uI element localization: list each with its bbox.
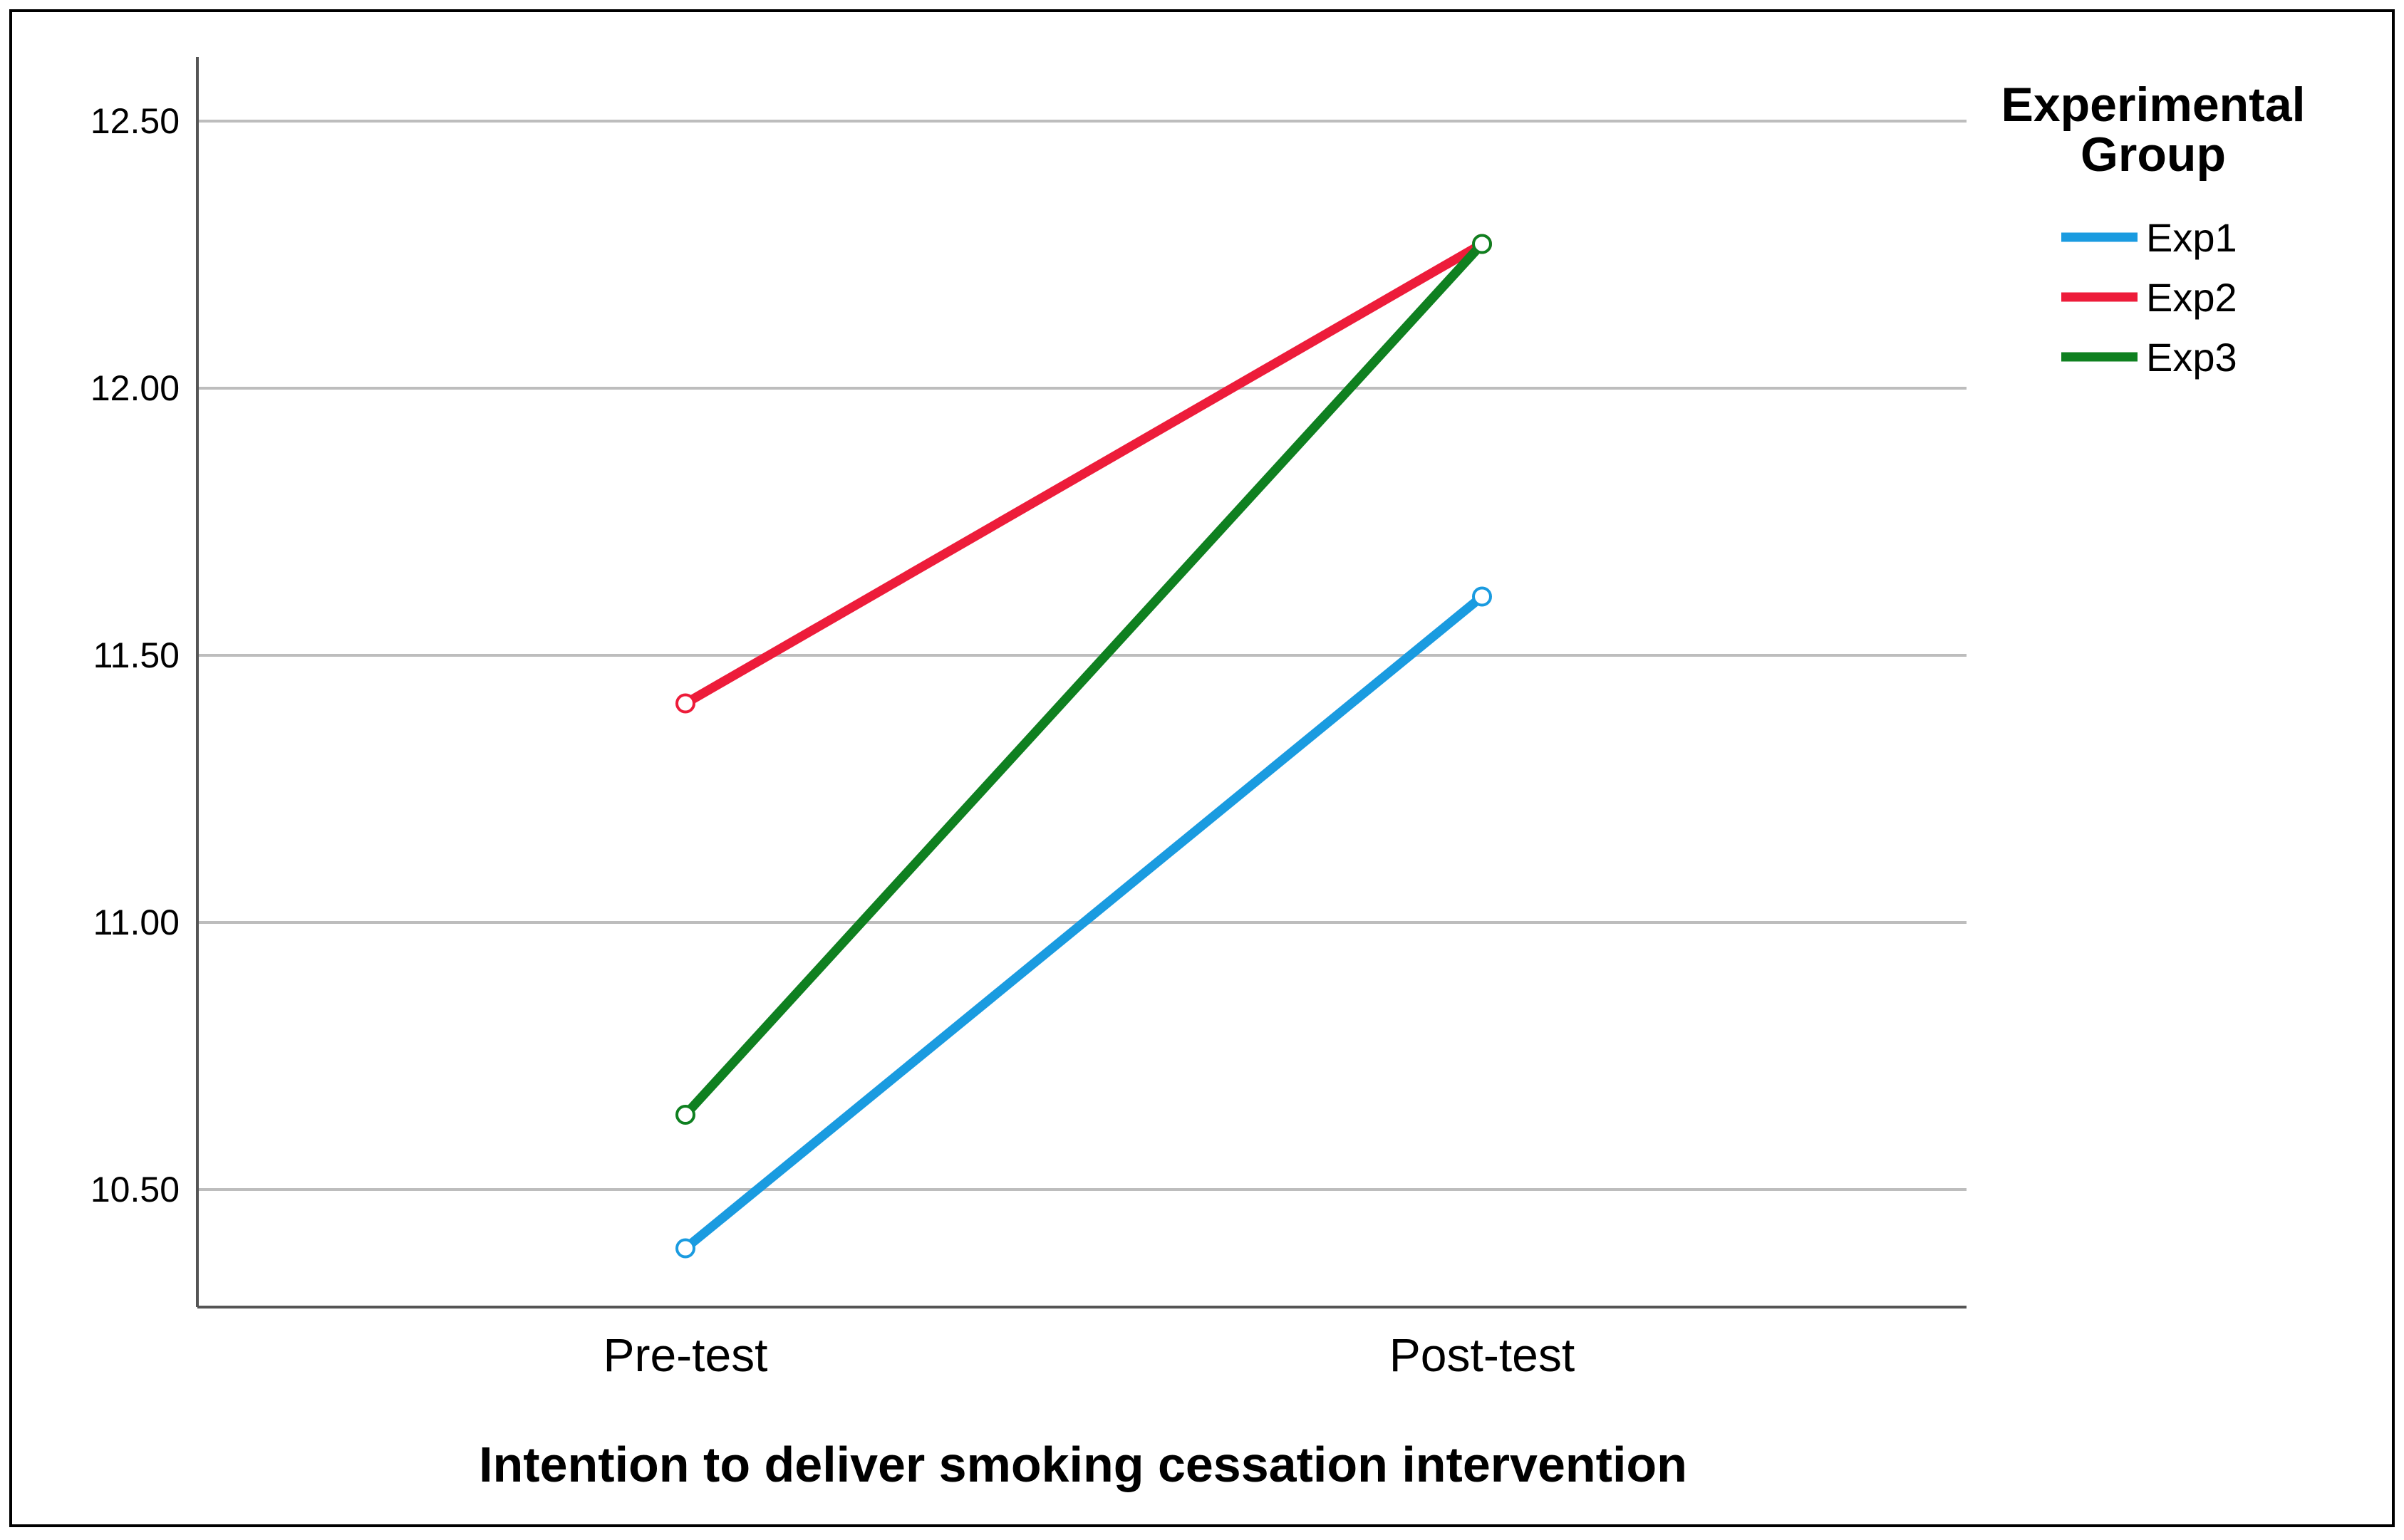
y-tick-label: 12.50	[90, 101, 180, 141]
legend-label-exp1: Exp1	[2146, 215, 2237, 260]
x-category-label: Pre-test	[603, 1328, 767, 1381]
data-point-exp2	[675, 693, 695, 714]
axes	[196, 57, 1967, 1309]
x-axis-title: Intention to deliver smoking cessation i…	[479, 1437, 1687, 1492]
x-category-label: Post-test	[1389, 1328, 1575, 1381]
legend-label-exp2: Exp2	[2146, 275, 2237, 320]
series-lines	[682, 239, 1486, 1252]
legend-title-line-1: Experimental	[2001, 78, 2305, 132]
series-line-exp1	[682, 593, 1486, 1252]
x-axis-categories: Pre-test Post-test	[603, 1328, 1575, 1381]
y-axis-ticks: 10.50 11.00 11.50 12.00 12.50	[90, 101, 180, 1209]
series-line-exp2	[683, 239, 1485, 708]
y-tick-label: 11.00	[93, 902, 180, 942]
gridlines	[197, 120, 1967, 1191]
y-tick-label: 11.50	[93, 635, 180, 675]
legend-items: Exp1 Exp2 Exp3	[2061, 215, 2237, 380]
chart-frame	[9, 9, 2395, 1527]
series-line-exp3	[682, 241, 1486, 1118]
series-markers	[675, 234, 1492, 1259]
y-tick-label: 10.50	[90, 1170, 180, 1209]
data-point-exp3	[675, 1105, 695, 1125]
data-point-exp3	[1472, 234, 1492, 254]
legend-label-exp3: Exp3	[2146, 335, 2237, 380]
legend-title-line-2: Group	[2081, 128, 2226, 182]
data-point-exp1	[1472, 586, 1492, 607]
data-point-exp1	[675, 1238, 695, 1259]
legend: Experimental Group Exp1 Exp2 Exp3	[2001, 78, 2305, 380]
y-tick-label: 12.00	[90, 368, 180, 408]
